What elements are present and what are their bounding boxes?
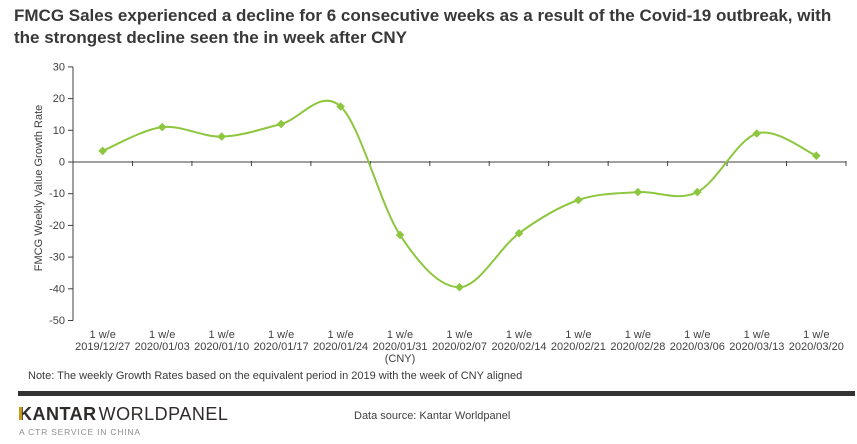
- brand-kantar: KANTAR: [19, 404, 97, 425]
- x-tick-note: (CNY): [385, 353, 416, 365]
- gold-accent-bar: [19, 407, 22, 420]
- x-tick-prefix: 1 w/e: [506, 329, 532, 341]
- x-tick-prefix: 1 w/e: [149, 329, 175, 341]
- x-tick-date: 2020/03/13: [729, 341, 784, 353]
- x-tick-date: 2020/01/24: [313, 341, 368, 353]
- x-tick-date: 2020/01/03: [135, 341, 190, 353]
- kantar-wordmark: KANTAR WORLDPANEL: [19, 404, 228, 425]
- brand-worldpanel-text: WORLDPANEL: [98, 404, 229, 424]
- kantar-logo: KANTAR WORLDPANEL A CTR SERVICE IN CHINA: [19, 404, 228, 437]
- x-tick-prefix: 1 w/e: [446, 329, 472, 341]
- brand-kantar-text: KANTAR: [19, 404, 97, 424]
- y-tick-label: -20: [49, 220, 65, 232]
- y-tick-label: -50: [49, 315, 65, 327]
- x-tick-prefix: 1 w/e: [684, 329, 710, 341]
- x-tick-date: 2020/03/20: [789, 341, 844, 353]
- data-source-label: Data source: Kantar Worldpanel: [354, 410, 511, 422]
- x-tick-prefix: 1 w/e: [565, 329, 591, 341]
- data-point-marker: [514, 229, 524, 238]
- data-point-marker: [98, 146, 107, 156]
- data-point-marker: [633, 187, 643, 197]
- data-point-marker: [276, 119, 286, 129]
- data-point-marker: [574, 195, 583, 205]
- y-tick-label: -40: [49, 283, 65, 295]
- data-point-marker: [157, 122, 167, 132]
- data-point-marker: [752, 129, 762, 138]
- y-tick-label: 20: [53, 93, 65, 105]
- x-tick-date: 2020/02/14: [491, 341, 546, 353]
- x-tick-prefix: 1 w/e: [90, 329, 116, 341]
- fmcg-growth-chart: -50 -40 -30 -20 -10 0 10 20 30 1 w/e 2019/12/27 1 w…: [0, 60, 857, 372]
- series-line: [101, 99, 818, 289]
- series-markers: [98, 102, 821, 292]
- page-title: FMCG Sales experienced a decline for 6 c…: [14, 6, 832, 48]
- x-tick-prefix: 1 w/e: [744, 329, 770, 341]
- x-tick-date: 2020/03/06: [670, 341, 725, 353]
- x-tick-date: 2020/02/21: [551, 341, 606, 353]
- y-tick-label: -10: [49, 188, 65, 200]
- axes: -50 -40 -30 -20 -10 0 10 20 30: [49, 61, 847, 327]
- x-tick-date: 2020/01/10: [194, 341, 249, 353]
- data-point-marker: [693, 187, 702, 197]
- divider-bar: [18, 391, 855, 396]
- x-tick-prefix: 1 w/e: [327, 329, 353, 341]
- y-axis-title: FMCG Weekly Value Growth Rate: [33, 105, 45, 271]
- x-tick-date: 2020/01/17: [254, 341, 309, 353]
- x-tick-date: 2019/12/27: [75, 341, 130, 353]
- x-tick-prefix: 1 w/e: [387, 329, 413, 341]
- logo-tagline: A CTR SERVICE IN CHINA: [19, 427, 141, 437]
- data-point-marker: [395, 230, 405, 240]
- x-tick-prefix: 1 w/e: [209, 329, 235, 341]
- data-point-marker: [336, 102, 345, 111]
- y-tick-label: 10: [53, 125, 65, 137]
- y-tick-label: 0: [59, 157, 65, 169]
- footnote: Note: The weekly Growth Rates based on t…: [28, 370, 523, 382]
- data-point-marker: [455, 282, 464, 292]
- x-tick-prefix: 1 w/e: [268, 329, 294, 341]
- data-point-marker: [217, 132, 226, 141]
- y-tick-label: -30: [49, 252, 65, 264]
- x-tick-date: 2020/02/07: [432, 341, 487, 353]
- x-tick-prefix: 1 w/e: [625, 329, 651, 341]
- x-tick-date: 2020/01/31: [372, 341, 427, 353]
- x-tick-date: 2020/02/28: [610, 341, 665, 353]
- data-point-marker: [812, 151, 821, 160]
- y-tick-label: 30: [53, 61, 65, 73]
- x-tick-prefix: 1 w/e: [803, 329, 829, 341]
